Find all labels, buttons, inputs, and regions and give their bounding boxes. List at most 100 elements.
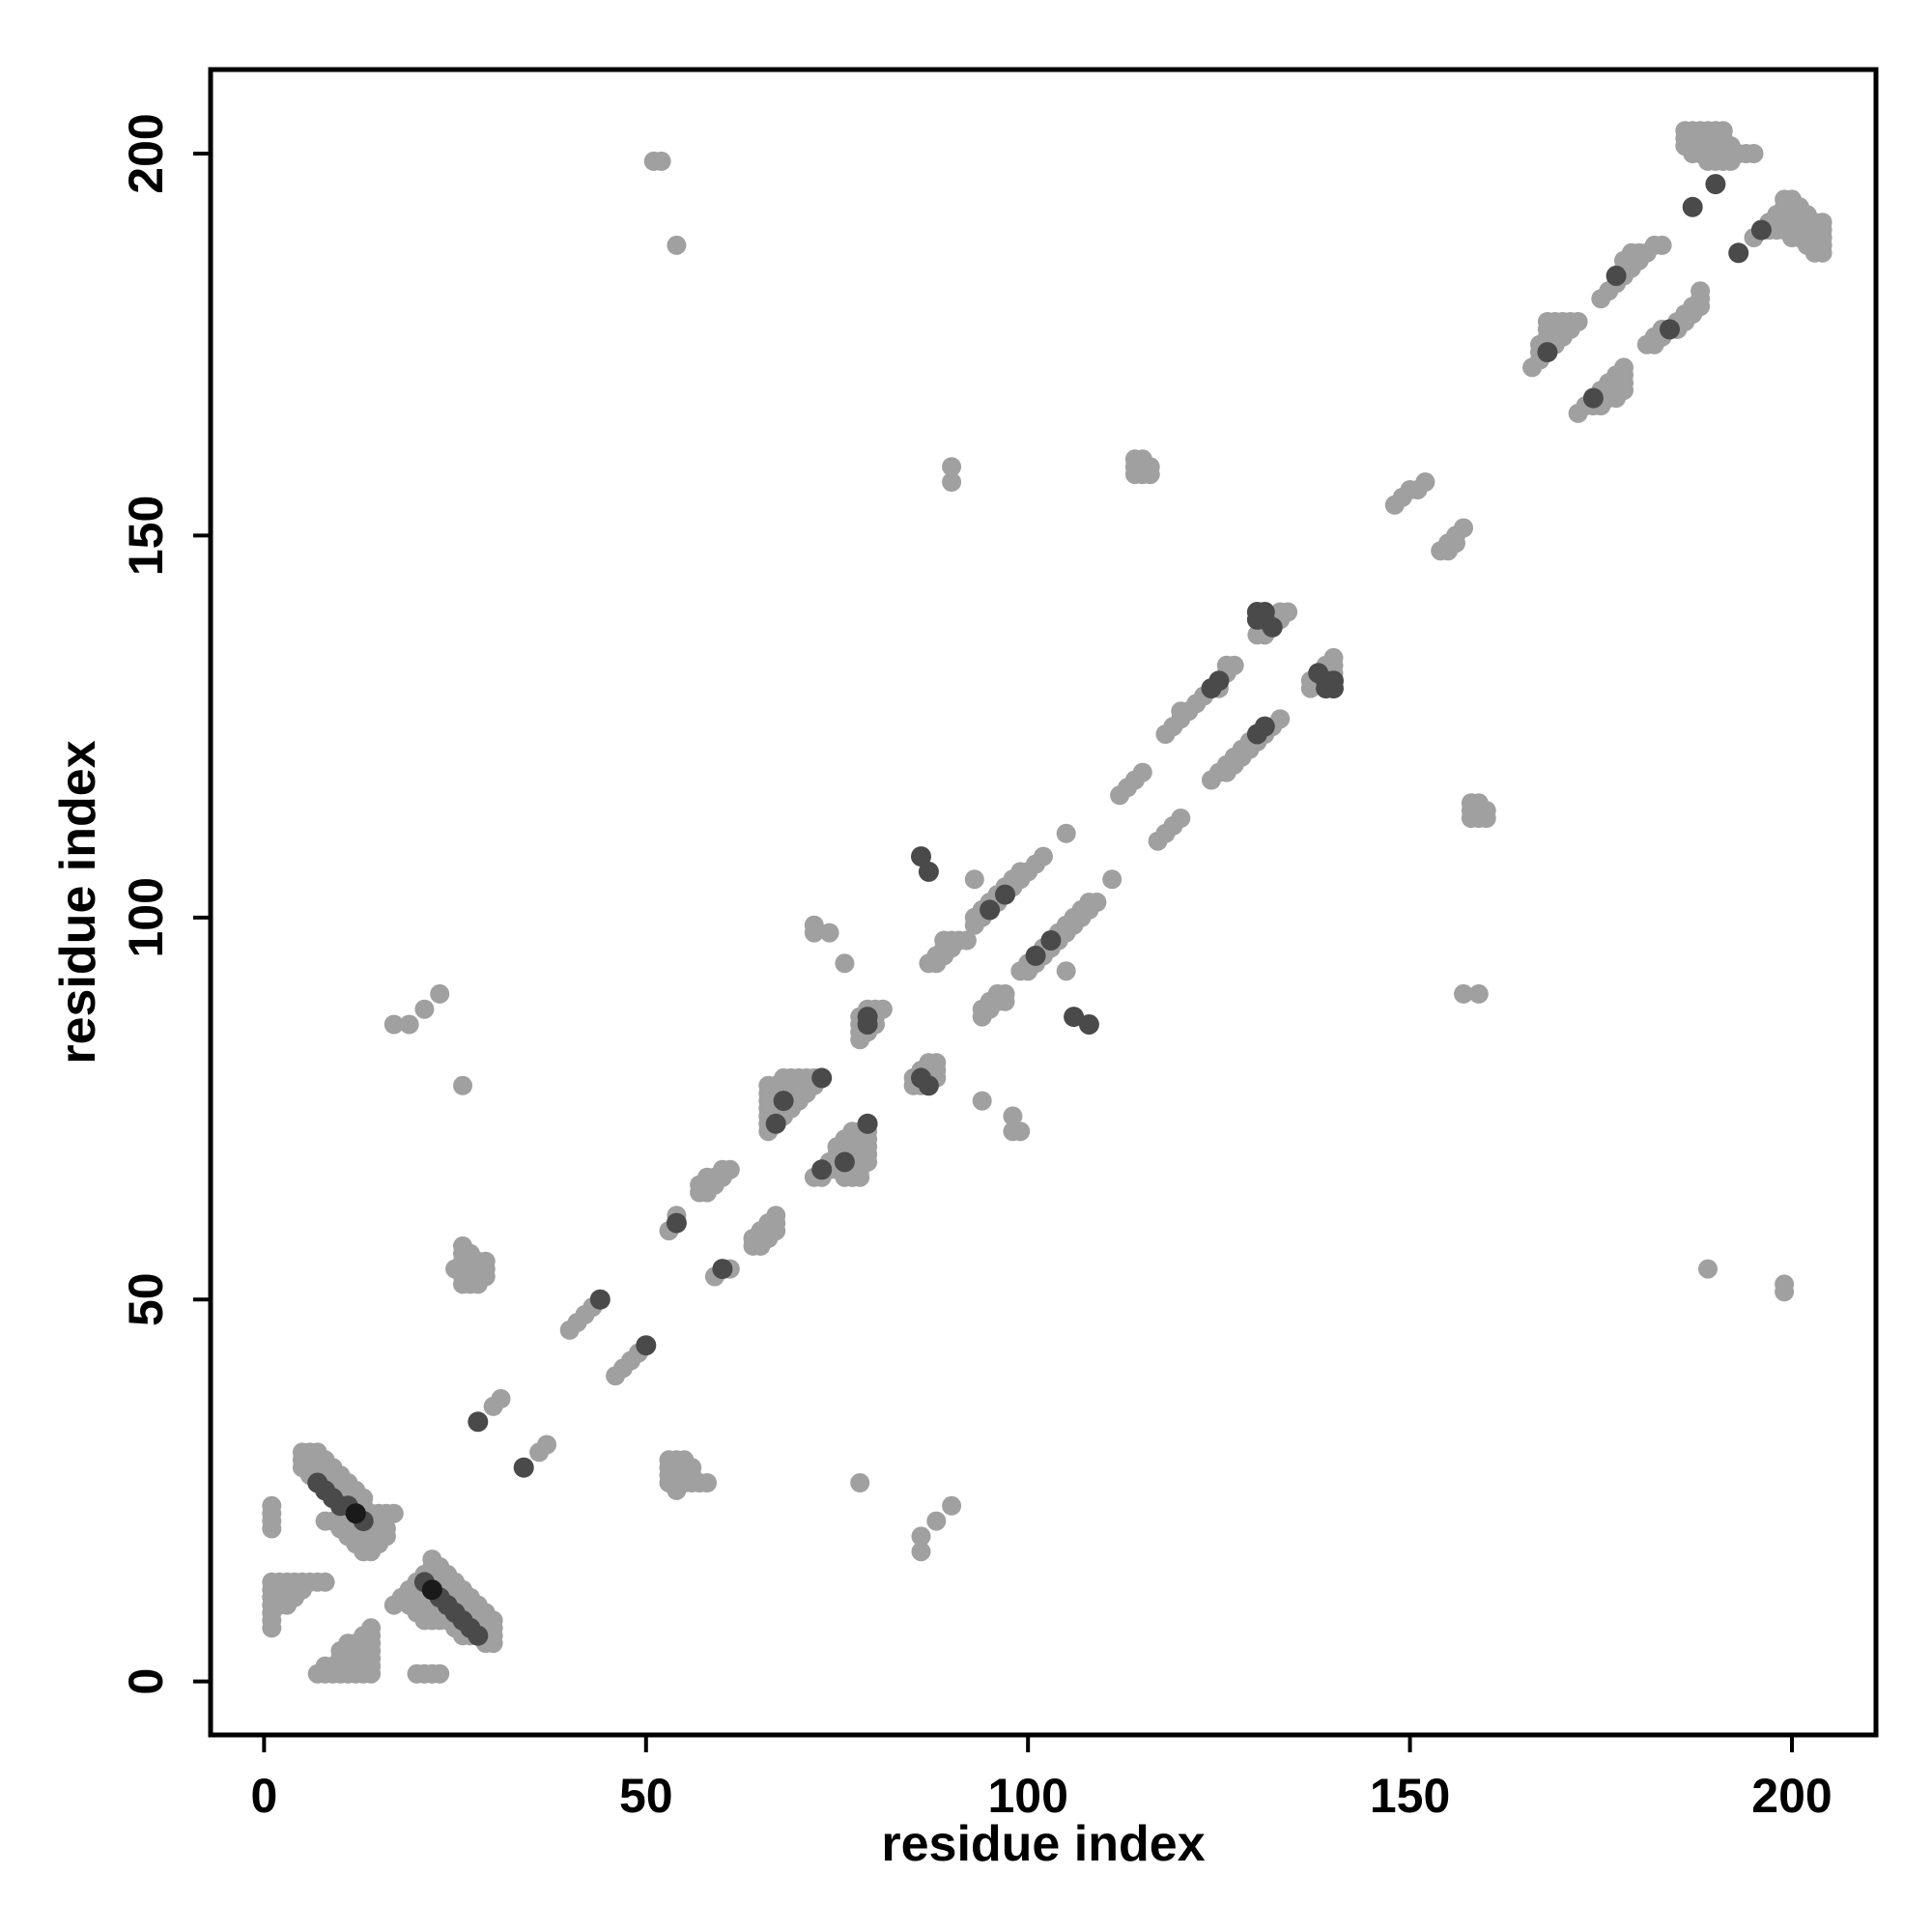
contact-point-light-591 xyxy=(1690,281,1711,301)
contact-point-light-445 xyxy=(1102,869,1122,890)
contact-point-light-544 xyxy=(1568,312,1588,331)
contact-point-dark-31 xyxy=(911,846,931,867)
contact-point-light-200 xyxy=(430,983,450,1004)
y-tick-label-150: 150 xyxy=(119,496,173,576)
contact-point-light-10 xyxy=(262,1495,282,1516)
x-axis-title: residue index xyxy=(881,1816,1205,1872)
contact-point-light-422 xyxy=(1010,1122,1031,1142)
contact-point-light-349 xyxy=(804,915,824,935)
contact-point-light-61 xyxy=(384,1503,404,1523)
contact-point-dark-20 xyxy=(712,1259,733,1280)
x-tick-label-100: 100 xyxy=(987,1769,1067,1823)
contact-point-darkest-0 xyxy=(345,1503,366,1524)
contact-point-light-198 xyxy=(399,1014,419,1035)
contact-point-dark-16 xyxy=(513,1457,534,1478)
contact-point-light-118 xyxy=(361,1618,382,1638)
contact-point-light-516 xyxy=(1454,518,1473,538)
contact-point-light-380 xyxy=(942,1495,962,1516)
contact-point-light-562 xyxy=(1614,357,1634,378)
contact-point-light-449 xyxy=(1132,762,1152,782)
contact-point-light-201 xyxy=(453,1075,472,1095)
contact-point-light-56 xyxy=(354,1488,374,1508)
contact-point-light-377 xyxy=(911,1542,931,1562)
contact-point-light-444 xyxy=(1087,893,1107,912)
contact-point-light-26 xyxy=(315,1572,335,1592)
y-tick-label-50: 50 xyxy=(119,1272,173,1326)
contact-point-light-376 xyxy=(926,1053,947,1073)
contact-point-dark-34 xyxy=(995,884,1015,905)
contact-point-light-664 xyxy=(1775,1274,1795,1294)
contact-point-light-392 xyxy=(956,930,977,951)
contact-point-light-421 xyxy=(1003,1106,1023,1126)
contact-point-dark-21 xyxy=(765,1113,786,1134)
contact-point-dark-57 xyxy=(1682,196,1703,217)
contact-point-light-251 xyxy=(682,1458,702,1478)
contact-point-darkest-1 xyxy=(421,1579,442,1601)
contact-point-dark-38 xyxy=(1078,1014,1099,1035)
contact-point-dark-40 xyxy=(1208,670,1230,692)
contact-point-dark-42 xyxy=(1254,716,1275,737)
x-tick-label-200: 200 xyxy=(1751,1769,1832,1823)
x-axis: 0 50 100 150 200 xyxy=(250,1735,1833,1823)
contact-point-dark-25 xyxy=(834,1151,855,1173)
contact-point-light-487 xyxy=(1270,709,1291,729)
contact-point-light-86 xyxy=(376,1519,396,1539)
contact-point-light-196 xyxy=(483,1610,503,1631)
contact-point-light-379 xyxy=(926,1511,947,1531)
contact-point-light-378 xyxy=(911,1526,931,1547)
contact-point-dark-28 xyxy=(857,1007,878,1028)
x-tick-label-50: 50 xyxy=(619,1769,673,1823)
contact-point-light-662 xyxy=(1812,213,1833,233)
contact-point-dark-15 xyxy=(468,1411,489,1433)
contact-point-dark-24 xyxy=(811,1159,833,1180)
contact-point-light-473 xyxy=(1224,655,1244,675)
contact-point-dark-14 xyxy=(468,1625,489,1646)
points-layer xyxy=(262,121,1833,1684)
contact-point-light-381 xyxy=(942,472,962,492)
contact-point-dark-23 xyxy=(811,1067,833,1089)
contact-point-light-461 xyxy=(1171,809,1191,828)
contact-point-dark-18 xyxy=(636,1335,657,1356)
contact-point-light-434 xyxy=(1056,961,1076,981)
contact-point-light-617 xyxy=(1713,121,1733,141)
contact-point-dark-32 xyxy=(918,861,939,882)
plot-frame xyxy=(208,67,1879,1738)
contact-point-dark-37 xyxy=(1064,1007,1085,1028)
contact-point-light-352 xyxy=(850,1473,870,1492)
contact-point-light-526 xyxy=(1476,801,1496,821)
contact-point-dark-19 xyxy=(666,1212,687,1234)
contact-point-dark-46 xyxy=(1254,602,1275,622)
contact-point-light-279 xyxy=(766,1206,786,1226)
contact-point-dark-53 xyxy=(1537,342,1558,363)
contact-point-dark-55 xyxy=(1605,266,1627,286)
contact-point-light-624 xyxy=(1698,1259,1718,1279)
y-tick-label-0: 0 xyxy=(119,1668,173,1695)
contact-point-light-235 xyxy=(667,235,687,255)
contact-point-dark-47 xyxy=(1262,616,1283,638)
contact-point-dark-60 xyxy=(1750,219,1772,241)
contact-point-dark-59 xyxy=(1728,242,1749,264)
contact-point-light-411 xyxy=(972,1091,992,1111)
contact-point-light-419 xyxy=(995,983,1015,1004)
contact-point-light-395 xyxy=(964,869,984,890)
contact-point-dark-56 xyxy=(1660,319,1680,340)
y-tick-label-100: 100 xyxy=(119,877,173,957)
contact-point-light-382 xyxy=(942,457,962,477)
contact-point-light-220 xyxy=(475,1251,496,1271)
contact-point-light-199 xyxy=(414,999,435,1019)
y-tick-label-200: 200 xyxy=(119,113,173,193)
contact-point-light-224 xyxy=(537,1435,556,1455)
contact-point-light-505 xyxy=(1323,647,1344,668)
y-axis-title: residue index xyxy=(50,740,106,1064)
contact-point-light-623 xyxy=(1744,144,1764,163)
contact-point-dark-51 xyxy=(1323,670,1344,692)
contact-point-light-197 xyxy=(384,1014,404,1035)
contact-point-dark-36 xyxy=(1040,930,1062,951)
contact-point-light-122 xyxy=(430,1663,450,1684)
contact-point-light-457 xyxy=(1140,457,1160,477)
x-tick-label-0: 0 xyxy=(250,1769,277,1823)
contact-point-light-510 xyxy=(1415,472,1435,492)
contact-point-dark-17 xyxy=(589,1289,611,1310)
contact-point-light-350 xyxy=(819,923,839,943)
